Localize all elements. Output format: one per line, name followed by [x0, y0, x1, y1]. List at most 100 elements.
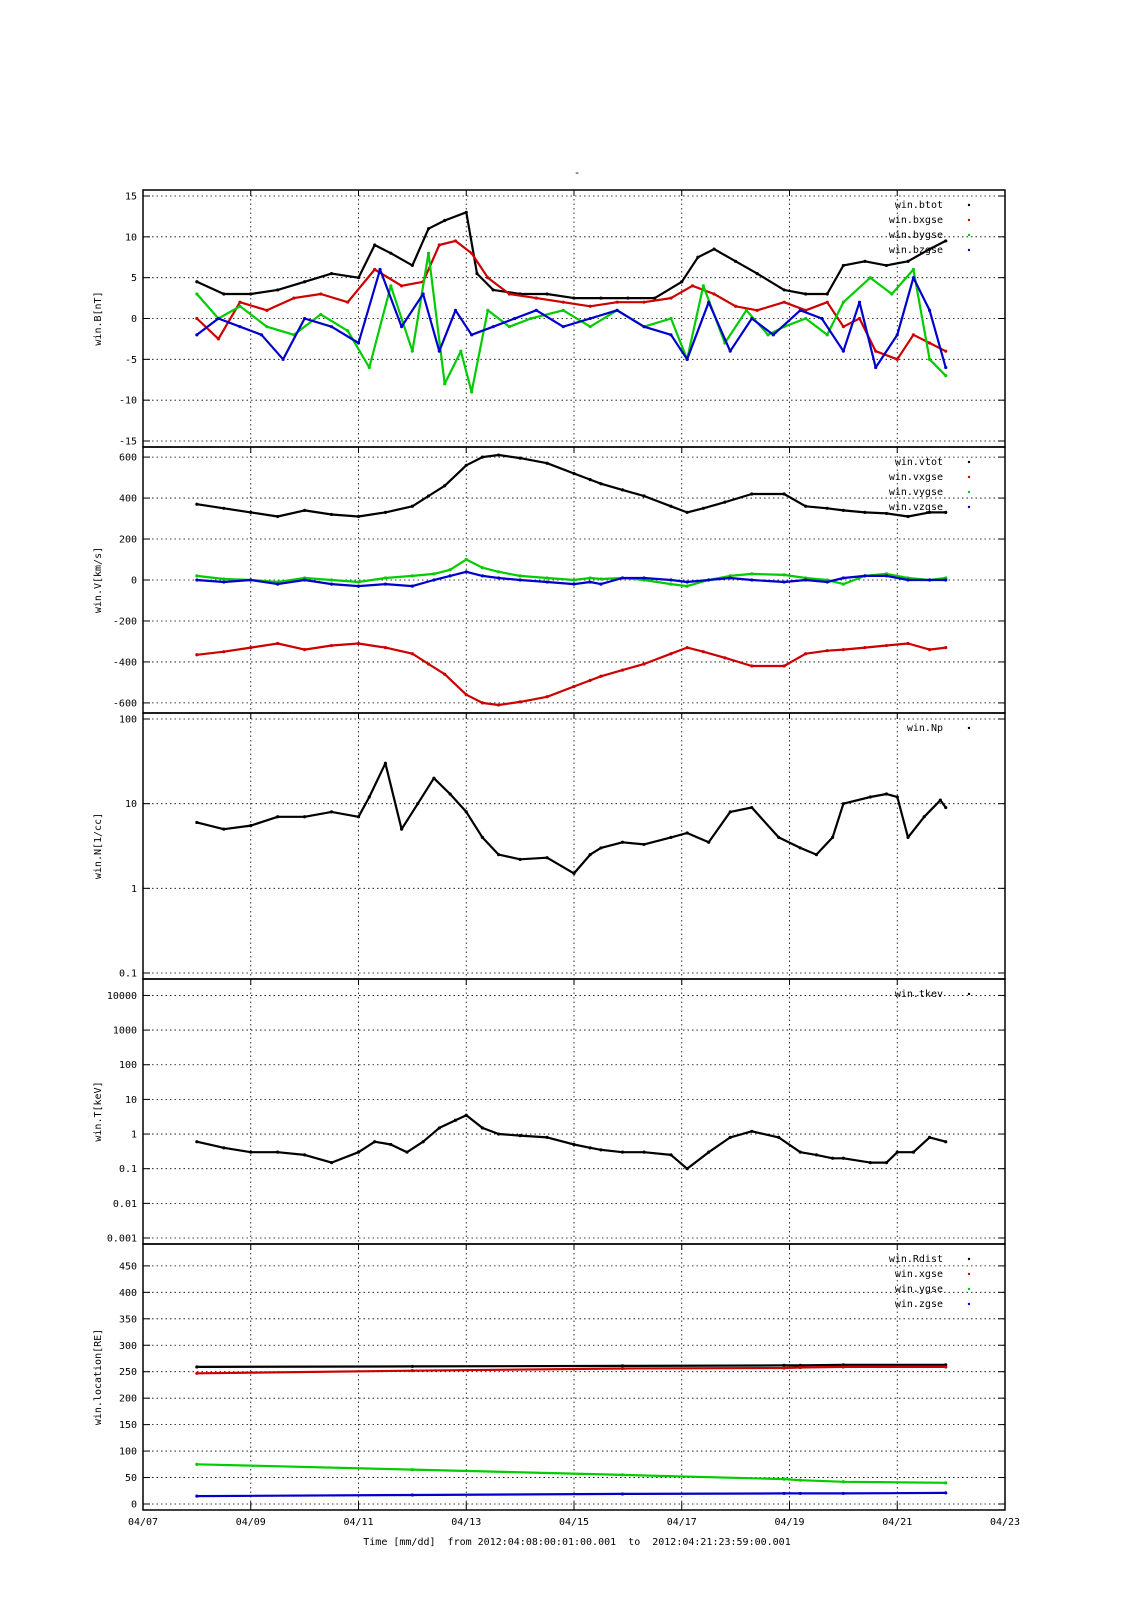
data-point [669, 504, 673, 508]
data-point [276, 288, 280, 292]
data-point [831, 835, 835, 839]
y-tick-label: 0.001 [107, 1234, 137, 1245]
data-point [944, 1140, 948, 1144]
data-point [599, 582, 603, 586]
data-point [588, 304, 592, 308]
data-point [814, 1153, 819, 1157]
data-point [626, 296, 630, 300]
data-point [798, 1365, 802, 1370]
data-point [642, 300, 646, 304]
data-point [222, 506, 226, 510]
y-tick-label: -200 [113, 616, 137, 627]
data-point [712, 247, 716, 251]
data-point [410, 1493, 414, 1497]
data-point [701, 506, 705, 510]
data-point [944, 349, 948, 353]
panel-frame [142, 189, 1006, 448]
data-point [329, 810, 334, 814]
legend-label: win.tkev [895, 989, 943, 1000]
data-point [448, 568, 452, 572]
legend-label: win.btot [895, 200, 943, 211]
legend-marker [967, 726, 971, 730]
data-point [777, 1135, 781, 1140]
data-point [432, 578, 436, 582]
data-point [276, 582, 280, 586]
data-point [195, 578, 199, 582]
data-point [491, 288, 495, 292]
series-trace [196, 558, 946, 588]
data-point [642, 494, 646, 498]
data-point [685, 584, 689, 588]
data-point [222, 580, 226, 584]
data-point [432, 572, 436, 576]
data-point [620, 1473, 625, 1477]
data-point [383, 510, 388, 515]
data-point [222, 1146, 226, 1150]
data-point [777, 835, 781, 839]
data-point [685, 645, 689, 650]
data-point [927, 247, 932, 251]
legend-marker [967, 1272, 971, 1276]
data-point [356, 341, 361, 345]
data-point [653, 296, 657, 300]
data-point [782, 1363, 786, 1367]
y-axis-label: win.V[km/s] [93, 547, 104, 613]
data-point [410, 574, 414, 578]
data-point [884, 511, 889, 516]
data-point [938, 798, 942, 802]
y-tick-label: 150 [119, 1420, 137, 1431]
data-point [303, 648, 307, 652]
data-point [405, 1150, 409, 1154]
data-point [620, 1366, 625, 1371]
data-point [329, 582, 334, 586]
data-point [443, 382, 447, 386]
legend-label: win.vzgse [889, 502, 943, 513]
data-point [249, 510, 253, 515]
data-point [545, 1135, 549, 1140]
panels-group: 151050-5-10-15win.B[nT]win.btotwin.bxgse… [93, 189, 1006, 1511]
data-point [303, 815, 307, 819]
y-tick-label: 100 [119, 1060, 137, 1071]
legend-label: win.zgse [895, 1299, 943, 1310]
data-point [400, 284, 404, 288]
data-point [696, 255, 700, 259]
data-point [750, 572, 754, 576]
data-point [728, 576, 732, 580]
data-point [195, 1462, 199, 1466]
data-point [863, 510, 867, 515]
data-point [259, 333, 264, 337]
data-point [782, 288, 786, 292]
series-trace [196, 453, 946, 518]
data-point [669, 652, 673, 656]
series-win.xgse [195, 1365, 948, 1375]
data-point [378, 267, 382, 272]
data-point [685, 357, 689, 361]
data-point [728, 1135, 732, 1140]
data-point [518, 456, 522, 460]
data-point [599, 674, 603, 678]
y-tick-label: 350 [119, 1314, 137, 1325]
data-point [400, 325, 404, 329]
data-point [857, 300, 862, 304]
data-point [599, 482, 603, 486]
data-point [588, 325, 592, 329]
data-point [771, 333, 775, 337]
data-point [906, 578, 910, 582]
data-point [911, 333, 916, 337]
data-point [421, 292, 425, 296]
data-point [841, 1156, 845, 1160]
data-point [195, 1371, 199, 1375]
data-point [437, 349, 441, 353]
data-point [841, 576, 845, 580]
data-point [443, 484, 447, 488]
x-tick-label: 04/07 [128, 1517, 158, 1528]
legend-marker [967, 460, 971, 464]
data-point [620, 1364, 625, 1368]
data-point [216, 337, 221, 341]
series-trace [196, 762, 947, 875]
data-point [356, 580, 361, 584]
data-point [222, 577, 226, 581]
legend-marker [967, 248, 971, 252]
legend-marker [967, 475, 971, 479]
series-trace [196, 642, 946, 707]
